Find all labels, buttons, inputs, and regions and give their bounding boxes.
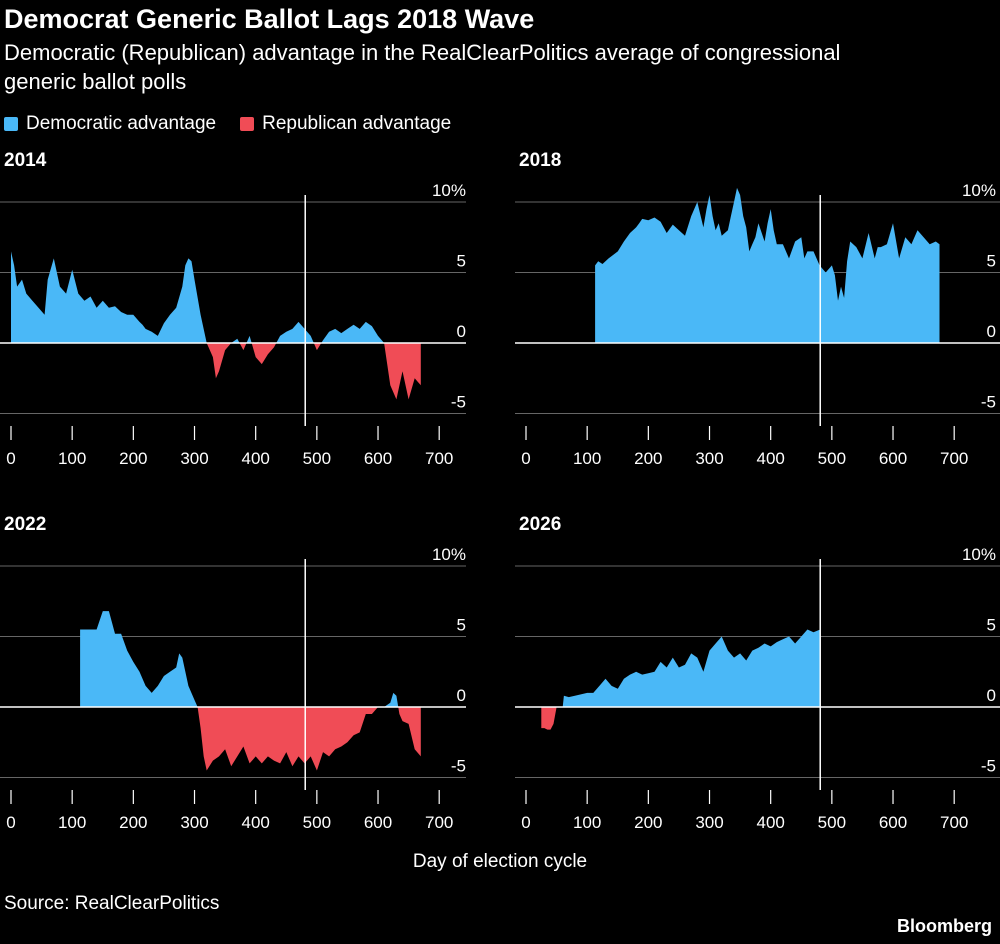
x-tick-label: 400 bbox=[756, 449, 784, 468]
x-tick-label: 0 bbox=[6, 813, 15, 832]
x-tick-label: 700 bbox=[425, 813, 453, 832]
x-tick-label: 100 bbox=[573, 813, 601, 832]
x-tick-label: 600 bbox=[879, 813, 907, 832]
brand-logo: Bloomberg bbox=[896, 916, 992, 936]
x-tick-label: 500 bbox=[818, 449, 846, 468]
y-tick-label: -5 bbox=[981, 757, 996, 776]
x-tick-label: 100 bbox=[573, 449, 601, 468]
y-tick-label: -5 bbox=[981, 393, 996, 412]
panel-title-2014: 2014 bbox=[4, 150, 47, 171]
x-tick-label: 200 bbox=[119, 813, 147, 832]
area-democratic-2026 bbox=[541, 629, 821, 707]
legend: Democratic advantage Republican advantag… bbox=[4, 113, 475, 135]
x-tick-label: 0 bbox=[6, 449, 15, 468]
x-tick-label: 700 bbox=[425, 449, 453, 468]
x-tick-label: 300 bbox=[695, 449, 723, 468]
y-tick-label: 10% bbox=[432, 181, 466, 200]
y-tick-label: 0 bbox=[457, 686, 466, 705]
y-tick-label: 0 bbox=[987, 686, 996, 705]
x-tick-label: 700 bbox=[940, 449, 968, 468]
area-democratic-2022 bbox=[80, 611, 421, 707]
x-tick-label: 100 bbox=[58, 813, 86, 832]
x-tick-label: 300 bbox=[695, 813, 723, 832]
x-tick-label: 700 bbox=[940, 813, 968, 832]
x-tick-label: 400 bbox=[756, 813, 784, 832]
x-axis-label: Day of election cycle bbox=[412, 851, 588, 872]
y-tick-label: 0 bbox=[457, 322, 466, 341]
area-democratic-2018 bbox=[595, 187, 940, 343]
y-tick-label: 5 bbox=[457, 252, 466, 271]
area-republican-2022 bbox=[80, 707, 421, 771]
x-tick-label: 200 bbox=[119, 449, 147, 468]
legend-swatch-republican bbox=[240, 117, 255, 131]
x-tick-label: 0 bbox=[521, 449, 530, 468]
y-tick-label: 10% bbox=[962, 545, 996, 564]
y-tick-label: -5 bbox=[451, 393, 466, 412]
y-tick-label: 10% bbox=[962, 181, 996, 200]
legend-label-democratic: Democratic advantage bbox=[26, 113, 217, 134]
area-republican-2014 bbox=[11, 343, 421, 400]
x-tick-label: 100 bbox=[58, 449, 86, 468]
panel-title-2026: 2026 bbox=[519, 514, 561, 535]
legend-label-republican: Republican advantage bbox=[262, 113, 452, 134]
x-tick-label: 500 bbox=[818, 813, 846, 832]
y-tick-label: 5 bbox=[987, 616, 996, 635]
legend-swatch-democratic bbox=[4, 117, 18, 131]
y-tick-label: -5 bbox=[451, 757, 466, 776]
x-tick-label: 0 bbox=[521, 813, 530, 832]
chart-title: Democrat Generic Ballot Lags 2018 Wave bbox=[4, 4, 535, 34]
x-tick-label: 600 bbox=[364, 449, 392, 468]
area-democratic-2014 bbox=[11, 251, 421, 343]
x-tick-label: 200 bbox=[634, 449, 662, 468]
y-tick-label: 5 bbox=[457, 616, 466, 635]
x-tick-label: 500 bbox=[303, 449, 331, 468]
panel-title-2018: 2018 bbox=[519, 150, 561, 171]
y-tick-label: 10% bbox=[432, 545, 466, 564]
x-tick-label: 400 bbox=[241, 813, 269, 832]
x-tick-label: 500 bbox=[303, 813, 331, 832]
legend-item-republican: Republican advantage bbox=[240, 113, 451, 135]
x-tick-label: 400 bbox=[241, 449, 269, 468]
panel-title-2022: 2022 bbox=[4, 514, 46, 535]
x-tick-label: 200 bbox=[634, 813, 662, 832]
y-tick-label: 5 bbox=[987, 252, 996, 271]
x-tick-label: 600 bbox=[364, 813, 392, 832]
x-tick-label: 300 bbox=[180, 449, 208, 468]
chart-subtitle: Democratic (Republican) advantage in the… bbox=[4, 40, 841, 94]
x-tick-label: 600 bbox=[879, 449, 907, 468]
legend-item-democratic: Democratic advantage bbox=[4, 113, 216, 135]
y-tick-label: 0 bbox=[987, 322, 996, 341]
x-tick-label: 300 bbox=[180, 813, 208, 832]
source-note: Source: RealClearPolitics bbox=[4, 893, 220, 914]
